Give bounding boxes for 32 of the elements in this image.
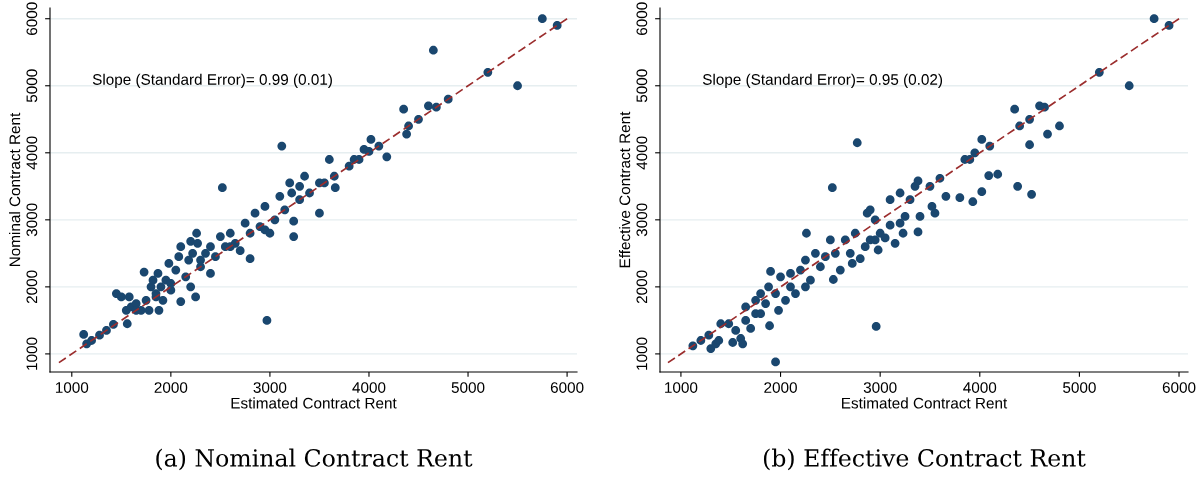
y-tick-label: 4000 xyxy=(636,136,648,170)
x-tick-label: 2000 xyxy=(154,382,188,393)
x-axis-title: Estimated Contract Rent xyxy=(842,397,1008,409)
text: (a) Nominal Contract Rent xyxy=(156,448,473,471)
y-axis-title: Nominal Contract Rent xyxy=(9,112,21,267)
annotation: Slope (Standard Error)= 0.95 (0.02) xyxy=(702,73,943,88)
y-tick-label: 5000 xyxy=(636,69,648,103)
y-tick-label: 1000 xyxy=(636,337,648,370)
y-tick-label: 2000 xyxy=(636,270,648,304)
x-axis-title: Estimated Contract Rent xyxy=(231,397,397,409)
x-tick-label: 4000 xyxy=(352,382,386,393)
y-tick-label: 1000 xyxy=(26,337,38,370)
x-tick-label: 5000 xyxy=(451,382,485,393)
text: (b) Effective Contract Rent xyxy=(763,448,1086,471)
x-tick-label: 6000 xyxy=(1162,382,1196,393)
y-tick-label: 2000 xyxy=(26,270,38,304)
x-tick-label: 3000 xyxy=(253,382,287,393)
y-tick-label: 3000 xyxy=(636,203,648,237)
x-tick-label: 2000 xyxy=(764,382,797,393)
x-tick-label: 6000 xyxy=(550,382,584,393)
x-tick-label: 3000 xyxy=(863,382,897,393)
annotation: Slope (Standard Error)= 0.99 (0.01) xyxy=(92,73,332,88)
x-tick-label: 5000 xyxy=(1063,382,1096,393)
x-tick-label: 1000 xyxy=(665,382,698,393)
y-tick-label: 3000 xyxy=(26,203,38,237)
x-tick-label: 1000 xyxy=(55,382,89,393)
x-tick-label: 4000 xyxy=(963,382,997,393)
y-tick-label: 6000 xyxy=(26,2,38,35)
y-tick-label: 5000 xyxy=(26,69,38,103)
y-axis-title: Effective Contract Rent xyxy=(619,111,631,268)
y-tick-label: 6000 xyxy=(636,2,648,35)
y-tick-label: 4000 xyxy=(26,136,38,170)
